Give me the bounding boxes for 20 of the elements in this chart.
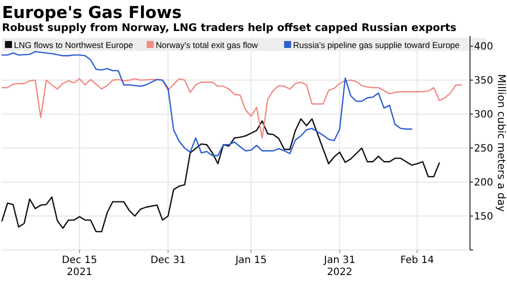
legend-label: LNG flows to Northwest Europe <box>14 40 134 50</box>
x-tick-label: Dec 15 2021 <box>62 255 98 278</box>
y-tick-label: 150 <box>474 212 494 223</box>
y-tick-label: 200 <box>474 178 494 189</box>
line-series <box>1 118 440 232</box>
x-tick-label: Feb 14 <box>400 255 434 266</box>
chart-subtitle: Robust supply from Norway, LNG traders help offset capped Russian exports <box>2 22 456 34</box>
y-axis-title: Million cubic meters a day <box>495 74 507 212</box>
legend-label: Russia's pipeline gas supplie toward Europe <box>293 40 460 50</box>
legend-label: Norway's total exit gas flow <box>156 40 259 50</box>
line-series <box>1 78 462 139</box>
y-tick-label: 300 <box>474 110 494 121</box>
x-tick-label: Dec 31 <box>150 255 186 266</box>
x-tick-label: Jan 31 2022 <box>323 255 356 278</box>
line-series <box>1 50 412 156</box>
y-tick-label: 400 <box>474 42 494 53</box>
y-tick-label: 250 <box>474 144 494 155</box>
chart-title: Europe's Gas Flows <box>2 3 182 22</box>
y-tick-label: 350 <box>474 76 494 87</box>
x-tick-label: Jan 15 <box>234 255 267 266</box>
